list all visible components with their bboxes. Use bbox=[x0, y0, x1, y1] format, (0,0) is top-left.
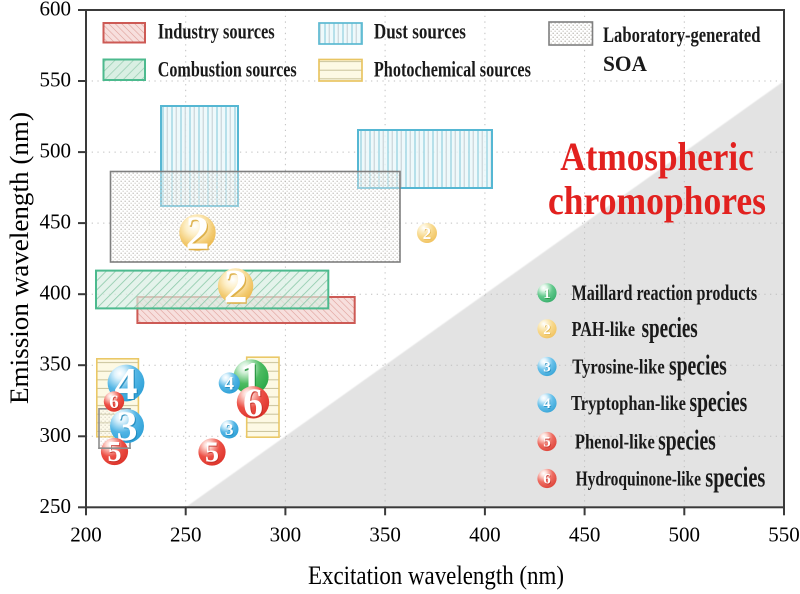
svg-text:2: 2 bbox=[544, 323, 552, 339]
svg-text:chromophores: chromophores bbox=[548, 178, 766, 223]
svg-text:3: 3 bbox=[118, 406, 139, 452]
svg-text:PAH-like: PAH-like bbox=[572, 317, 635, 341]
svg-text:550: 550 bbox=[40, 68, 72, 92]
svg-text:Phenol-like: Phenol-like bbox=[575, 430, 655, 454]
svg-text:6: 6 bbox=[544, 472, 552, 488]
svg-text:6: 6 bbox=[109, 392, 119, 413]
svg-text:2: 2 bbox=[423, 225, 432, 244]
svg-text:Laboratory-generated: Laboratory-generated bbox=[603, 22, 761, 47]
svg-text:1: 1 bbox=[543, 286, 551, 302]
svg-text:Tyrosine-like: Tyrosine-like bbox=[572, 355, 664, 379]
svg-text:Atmospheric: Atmospheric bbox=[560, 134, 754, 179]
svg-text:500: 500 bbox=[669, 523, 701, 547]
svg-text:Industry sources: Industry sources bbox=[158, 19, 275, 44]
svg-text:Photochemical sources: Photochemical sources bbox=[374, 57, 531, 82]
svg-text:2: 2 bbox=[225, 262, 249, 315]
svg-text:Tryptophan-like: Tryptophan-like bbox=[571, 391, 686, 415]
svg-text:200: 200 bbox=[70, 523, 102, 547]
svg-text:250: 250 bbox=[40, 494, 72, 518]
svg-text:SOA: SOA bbox=[603, 51, 647, 76]
svg-text:350: 350 bbox=[369, 523, 401, 547]
svg-text:species: species bbox=[690, 387, 748, 418]
svg-text:6: 6 bbox=[243, 380, 263, 425]
svg-text:2: 2 bbox=[186, 207, 210, 260]
svg-text:5: 5 bbox=[206, 438, 220, 469]
svg-text:Excitation wavelength (nm): Excitation wavelength (nm) bbox=[308, 561, 564, 590]
svg-text:6: 6 bbox=[244, 381, 264, 426]
svg-text:species: species bbox=[658, 426, 716, 457]
svg-text:Hydroquinone-like: Hydroquinone-like bbox=[576, 467, 701, 491]
svg-text:species: species bbox=[642, 313, 698, 344]
svg-text:5: 5 bbox=[543, 435, 551, 451]
svg-text:5: 5 bbox=[108, 437, 122, 468]
svg-text:2: 2 bbox=[187, 208, 211, 261]
svg-text:Emission wavelength (nm): Emission wavelength (nm) bbox=[5, 112, 34, 404]
svg-text:6: 6 bbox=[110, 393, 120, 414]
svg-text:300: 300 bbox=[270, 523, 302, 547]
svg-text:400: 400 bbox=[469, 523, 501, 547]
svg-text:1: 1 bbox=[544, 287, 552, 303]
svg-text:550: 550 bbox=[768, 523, 800, 547]
svg-text:Dust sources: Dust sources bbox=[374, 19, 466, 44]
svg-text:5: 5 bbox=[108, 438, 122, 469]
svg-text:600: 600 bbox=[40, 0, 72, 21]
svg-text:300: 300 bbox=[40, 423, 72, 447]
svg-text:species: species bbox=[669, 351, 727, 382]
svg-text:Maillard reaction products: Maillard reaction products bbox=[572, 280, 758, 305]
svg-text:350: 350 bbox=[40, 352, 72, 376]
svg-text:3: 3 bbox=[543, 360, 551, 376]
svg-text:6: 6 bbox=[543, 472, 551, 488]
svg-text:2: 2 bbox=[224, 261, 248, 314]
svg-text:species: species bbox=[705, 463, 765, 494]
svg-text:4: 4 bbox=[544, 397, 552, 413]
svg-text:2: 2 bbox=[543, 322, 551, 338]
svg-text:3: 3 bbox=[117, 405, 138, 451]
svg-text:4: 4 bbox=[225, 374, 235, 395]
svg-text:4: 4 bbox=[225, 374, 235, 395]
svg-text:250: 250 bbox=[170, 523, 202, 547]
svg-text:450: 450 bbox=[569, 523, 601, 547]
svg-text:500: 500 bbox=[40, 139, 72, 163]
svg-text:Combustion sources: Combustion sources bbox=[158, 57, 297, 82]
svg-text:400: 400 bbox=[40, 281, 72, 305]
svg-text:3: 3 bbox=[226, 421, 235, 440]
svg-text:5: 5 bbox=[205, 438, 219, 469]
svg-text:3: 3 bbox=[225, 420, 234, 439]
svg-text:3: 3 bbox=[544, 360, 552, 376]
svg-text:2: 2 bbox=[423, 224, 432, 243]
svg-text:4: 4 bbox=[543, 396, 551, 412]
svg-text:450: 450 bbox=[40, 210, 72, 234]
svg-text:5: 5 bbox=[544, 435, 552, 451]
